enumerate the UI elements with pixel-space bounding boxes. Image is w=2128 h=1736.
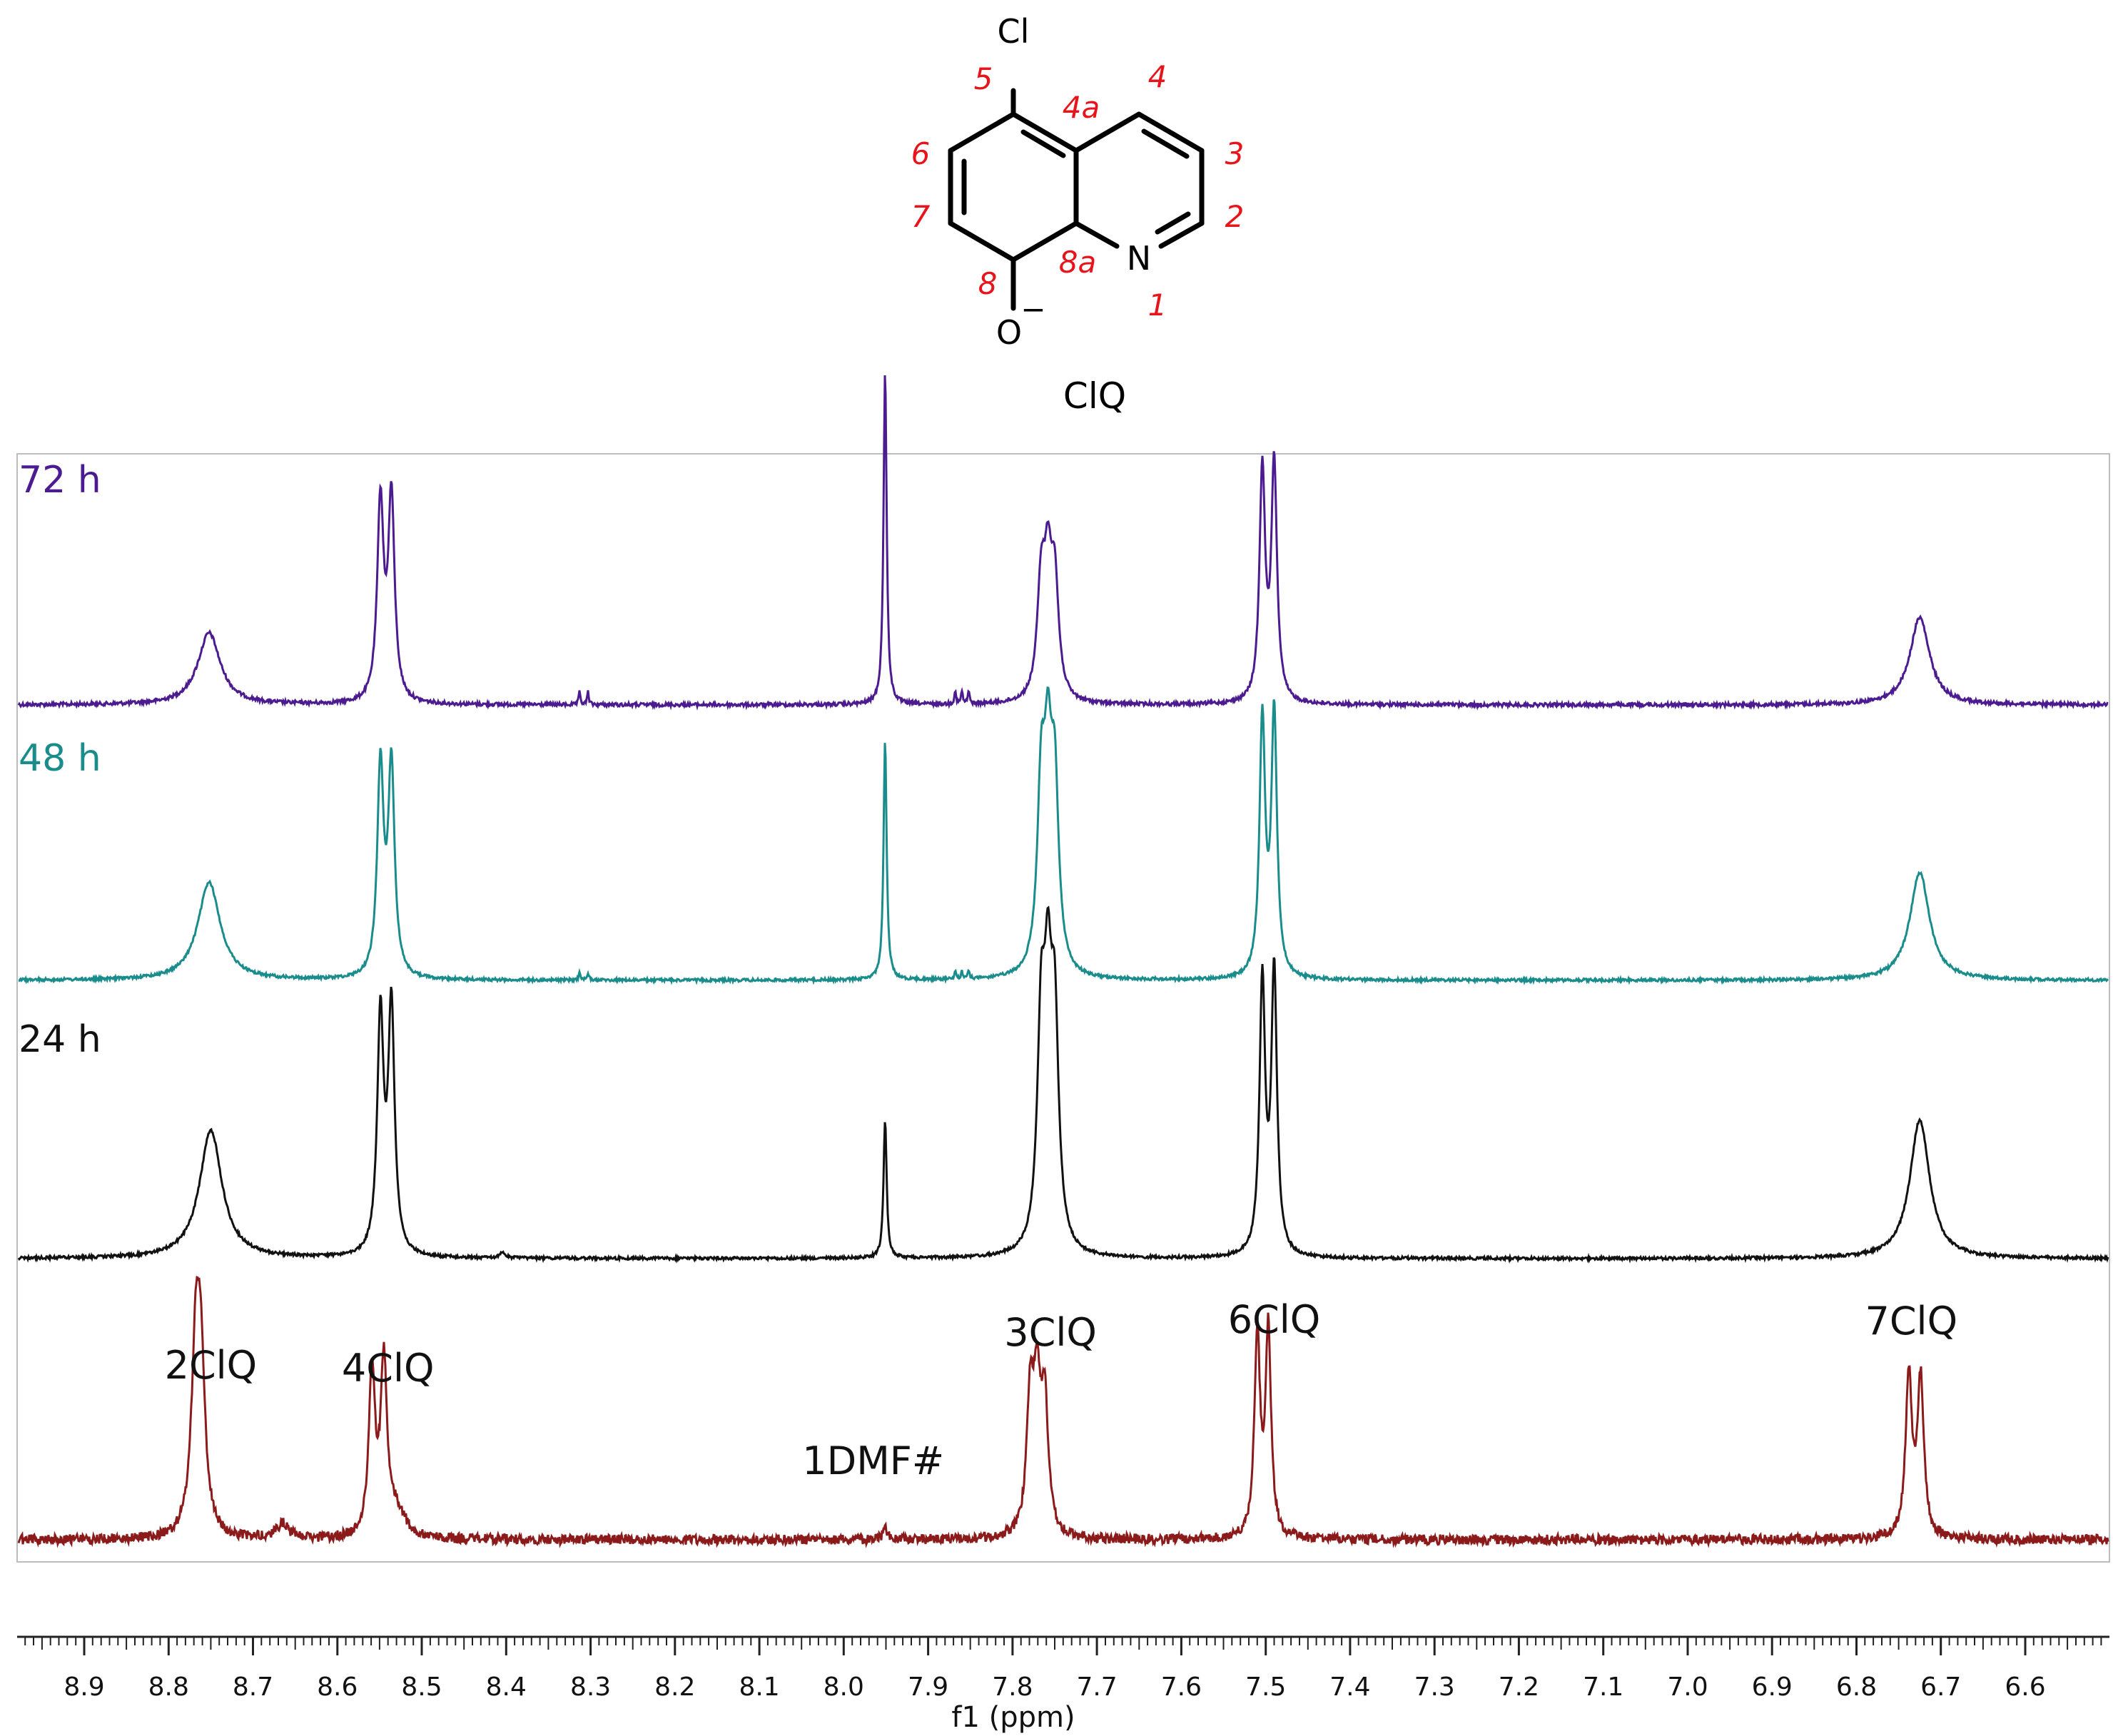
chlorine-atom-label: Cl [998,12,1030,51]
x-axis-title: f1 (ppm) [951,1701,1075,1734]
peak-annotation: 1DMF# [802,1438,944,1483]
x-tick-label: 7.2 [1499,1672,1539,1702]
x-tick-label: 8.4 [486,1672,527,1702]
x-tick-label: 7.7 [1076,1672,1117,1702]
atom-number-label: 8a [1059,245,1096,280]
x-tick-label: 8.2 [654,1672,695,1702]
atom-number-label: 4 [1148,59,1167,94]
atom-numbering: 5 4a 4 6 3 7 2 8 8a 1 [911,59,1245,323]
x-tick-label: 7.8 [992,1672,1033,1702]
x-axis-ticks: 8.9 8.8 8.7 8.6 8.5 8.4 8.3 8.2 8.1 8.0 7.9 7.8 7.7 7… [24,1637,2102,1702]
peak-annotations: 2ClQ 4ClQ 1DMF# 3ClQ 6ClQ 7ClQ [165,1297,1957,1483]
x-tick-label: 6.9 [1752,1672,1793,1702]
peak-annotation: 6ClQ [1228,1297,1321,1342]
x-tick-label: 8.9 [64,1672,104,1702]
series-label: 48 h [19,737,101,780]
x-tick-label: 8.7 [233,1672,273,1702]
x-tick-label: 8.1 [739,1672,779,1702]
series-label: 24 h [19,1018,101,1061]
x-tick-label: 8.3 [570,1672,611,1702]
series-label: 72 h [19,459,101,502]
x-tick-label: 8.5 [401,1672,442,1702]
spectrum-line-72h [17,375,2109,711]
x-tick-label: 7.3 [1414,1672,1455,1702]
x-tick-label: 6.7 [1920,1672,1961,1702]
spectrum-line-reference [17,1275,2109,1548]
structure-name-label: ClQ [1063,375,1126,417]
x-tick-label: 7.6 [1161,1672,1202,1702]
x-tick-label: 8.8 [148,1672,189,1702]
atom-number-label: 2 [1225,199,1245,234]
x-tick-label: 7.0 [1667,1672,1708,1702]
atom-number-label: 1 [1148,288,1167,323]
x-tick-label: 6.8 [1836,1672,1877,1702]
peak-annotation: 3ClQ [1004,1310,1097,1355]
x-tick-label: 7.1 [1583,1672,1623,1702]
x-tick-label: 7.4 [1329,1672,1370,1702]
spectrum-frame [16,453,2110,1563]
x-tick-label: 6.6 [2005,1672,2045,1702]
spectra [17,375,2109,1548]
atom-number-label: 8 [978,266,998,301]
nitrogen-atom-label: N [1127,239,1151,278]
structure-bonds [948,88,1205,311]
spectrum-line-24h [17,905,2109,1264]
peak-annotation: 7ClQ [1865,1299,1958,1344]
oxygen-atom-label: O [996,313,1022,352]
series-labels: 72 h 48 h 24 h [19,459,101,1061]
x-tick-label: 8.6 [317,1672,358,1702]
peak-annotation: 2ClQ [165,1343,258,1388]
atom-number-label: 7 [911,199,931,234]
atom-number-label: 5 [974,61,993,96]
peak-annotation: 4ClQ [342,1346,435,1391]
atom-number-label: 4a [1063,90,1100,125]
atom-number-label: 6 [911,136,931,171]
atom-number-label: 3 [1225,136,1245,171]
x-tick-label: 7.9 [908,1672,948,1702]
clq-structure: Cl N O − 5 4a 4 6 3 7 2 8 8a 1 ClQ [911,12,1245,417]
x-tick-label: 8.0 [824,1672,864,1702]
spectrum-line-48h [18,686,2109,986]
x-tick-label: 7.5 [1245,1672,1286,1702]
oxygen-charge-label: − [1020,292,1045,327]
